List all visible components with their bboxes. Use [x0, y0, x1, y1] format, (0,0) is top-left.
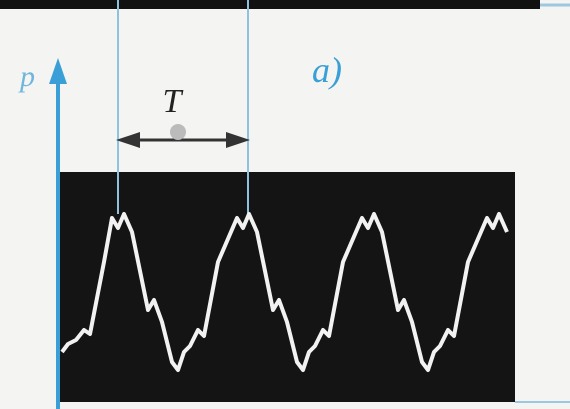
screen: [58, 172, 515, 402]
top-band: [0, 0, 540, 9]
period-label: T: [163, 83, 184, 120]
period-arrow-hub: [170, 124, 186, 140]
figure: p T a): [0, 0, 570, 409]
axis-label: p: [18, 60, 35, 93]
panel-label: a): [312, 50, 342, 90]
